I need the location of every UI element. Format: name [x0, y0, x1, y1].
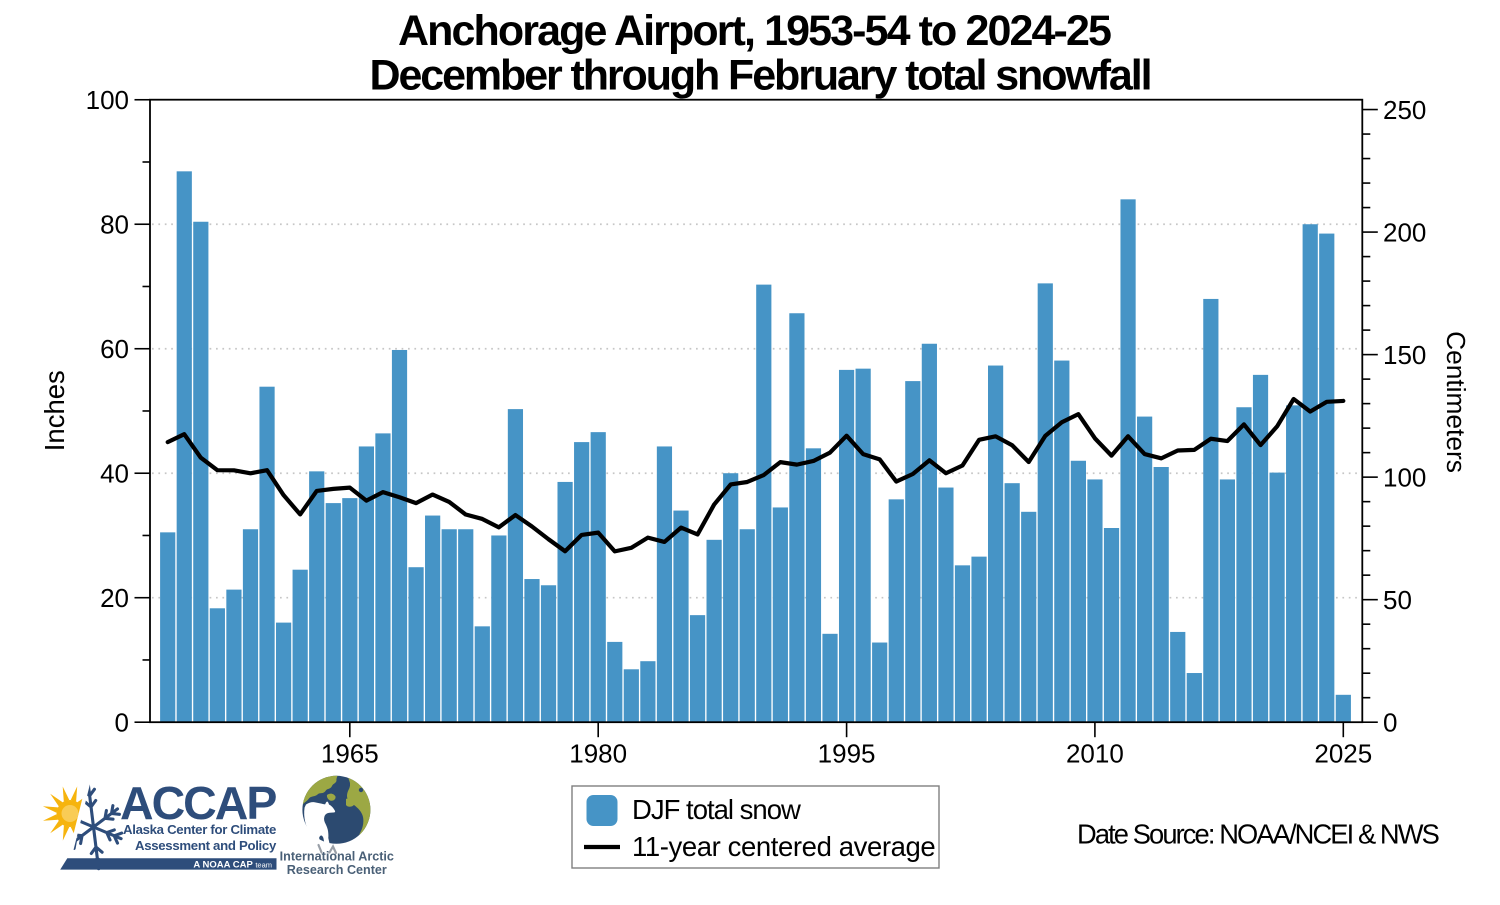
svg-text:International Arctic: International Arctic: [280, 850, 394, 864]
svg-text:200: 200: [1383, 217, 1426, 247]
svg-text:DJF total snow: DJF total snow: [632, 794, 801, 825]
svg-text:60: 60: [100, 334, 129, 364]
svg-text:250: 250: [1383, 95, 1426, 125]
svg-text:Inches: Inches: [39, 370, 70, 451]
svg-text:150: 150: [1383, 340, 1426, 370]
svg-text:0: 0: [115, 707, 129, 737]
svg-text:50: 50: [1383, 585, 1412, 615]
svg-text:0: 0: [1383, 707, 1397, 737]
svg-text:A NOAA CAP team: A NOAA CAP team: [193, 859, 272, 870]
svg-text:Assessment and Policy: Assessment and Policy: [135, 838, 277, 853]
svg-text:Anchorage Airport, 1953-54 to: Anchorage Airport, 1953-54 to 2024-25: [398, 7, 1111, 55]
svg-text:1980: 1980: [569, 739, 627, 769]
svg-text:20: 20: [100, 583, 129, 613]
svg-text:11-year centered average: 11-year centered average: [632, 831, 935, 862]
svg-text:Date Source: NOAA/NCEI & NWS: Date Source: NOAA/NCEI & NWS: [1077, 819, 1439, 850]
svg-text:1965: 1965: [321, 739, 379, 769]
svg-text:1995: 1995: [818, 739, 876, 769]
svg-text:ACCAP: ACCAP: [120, 777, 276, 829]
svg-text:Centimeters: Centimeters: [1441, 331, 1471, 473]
svg-text:Alaska Center for Climate: Alaska Center for Climate: [123, 822, 276, 837]
svg-text:December through February tota: December through February total snowfall: [370, 52, 1151, 100]
svg-text:40: 40: [100, 458, 129, 488]
svg-text:100: 100: [1383, 462, 1426, 492]
svg-text:2010: 2010: [1066, 739, 1124, 769]
svg-text:80: 80: [100, 209, 129, 239]
svg-text:Research Center: Research Center: [287, 863, 387, 877]
svg-text:100: 100: [86, 85, 129, 115]
svg-text:2025: 2025: [1314, 739, 1372, 769]
